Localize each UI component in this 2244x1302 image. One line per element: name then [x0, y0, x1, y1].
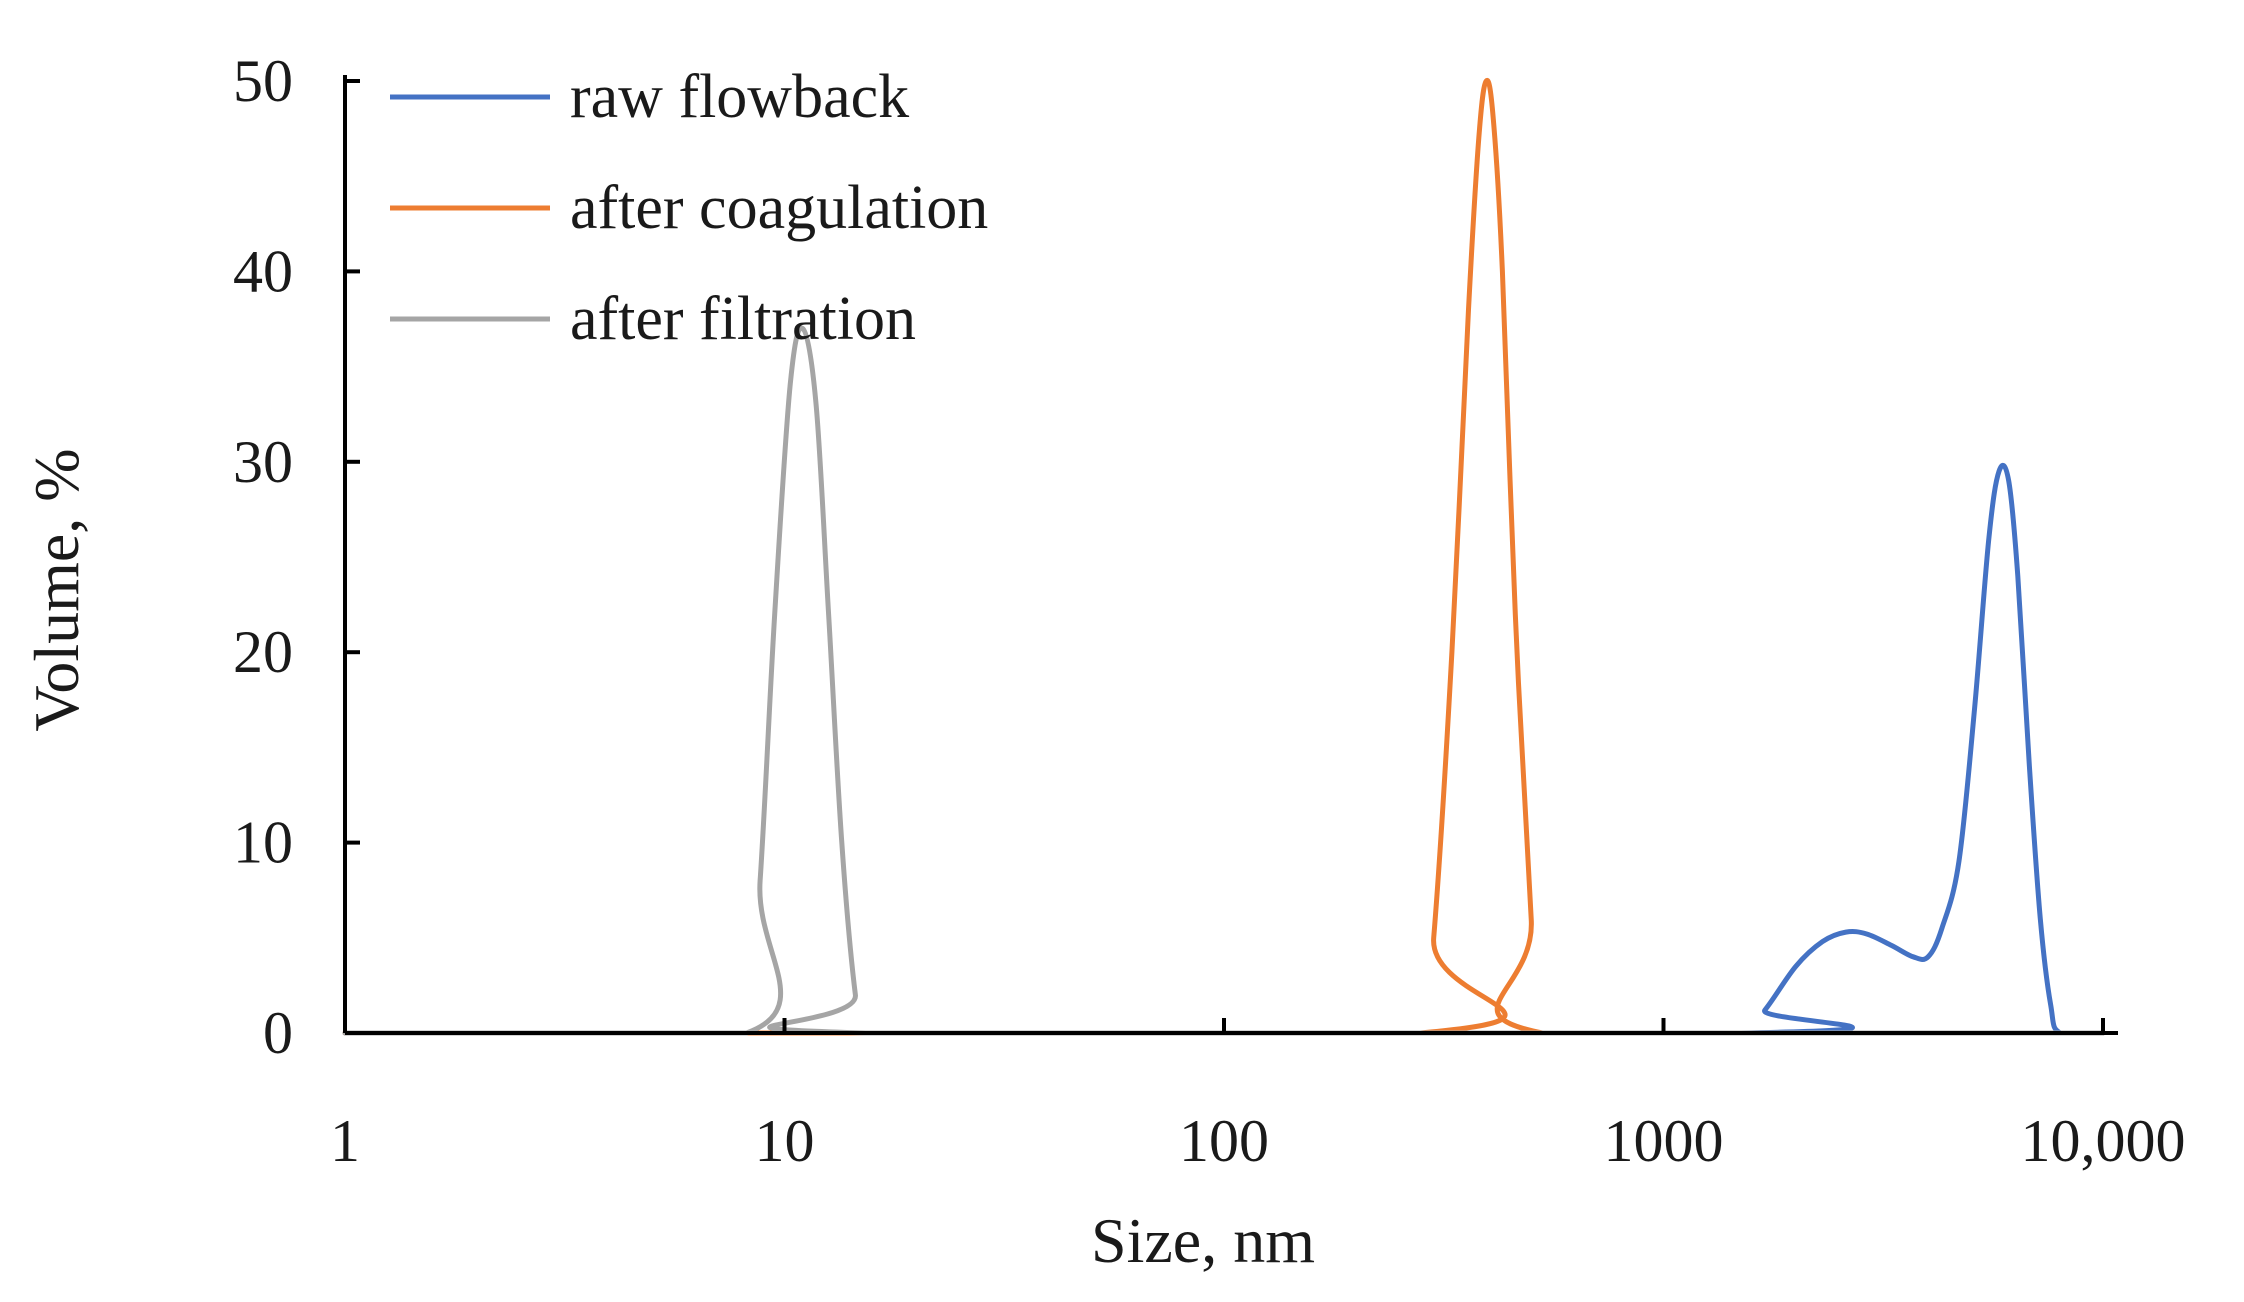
y-tick-label: 30	[233, 429, 293, 495]
legend-label: after filtration	[570, 285, 916, 353]
x-tick-label: 10,000	[2021, 1108, 2186, 1174]
y-axis-title: Volume, %	[21, 448, 92, 731]
series-line-3	[342, 325, 2106, 1036]
legend-label: raw flowback	[570, 63, 909, 131]
y-tick-label: 50	[233, 48, 293, 114]
legend-label: after coagulation	[570, 174, 988, 242]
axes-layer: 0 10 20 30 40 50 1 10 100 1000 10,000	[233, 48, 2186, 1174]
x-tick-label: 1	[330, 1108, 360, 1174]
x-axis-title: Size, nm	[1091, 1205, 1315, 1276]
series-line-1	[342, 462, 2106, 1036]
y-tick-label: 40	[233, 238, 293, 304]
y-tick-label: 20	[233, 619, 293, 685]
y-tick-label: 10	[233, 810, 293, 876]
series-line-2	[342, 77, 2106, 1036]
x-tick-label: 1000	[1604, 1108, 1724, 1174]
y-tick-label: 0	[263, 1000, 293, 1066]
legend: raw flowback after coagulation after filtr…	[390, 63, 988, 353]
x-tick-label: 10	[755, 1108, 815, 1174]
x-tick-label: 100	[1179, 1108, 1269, 1174]
